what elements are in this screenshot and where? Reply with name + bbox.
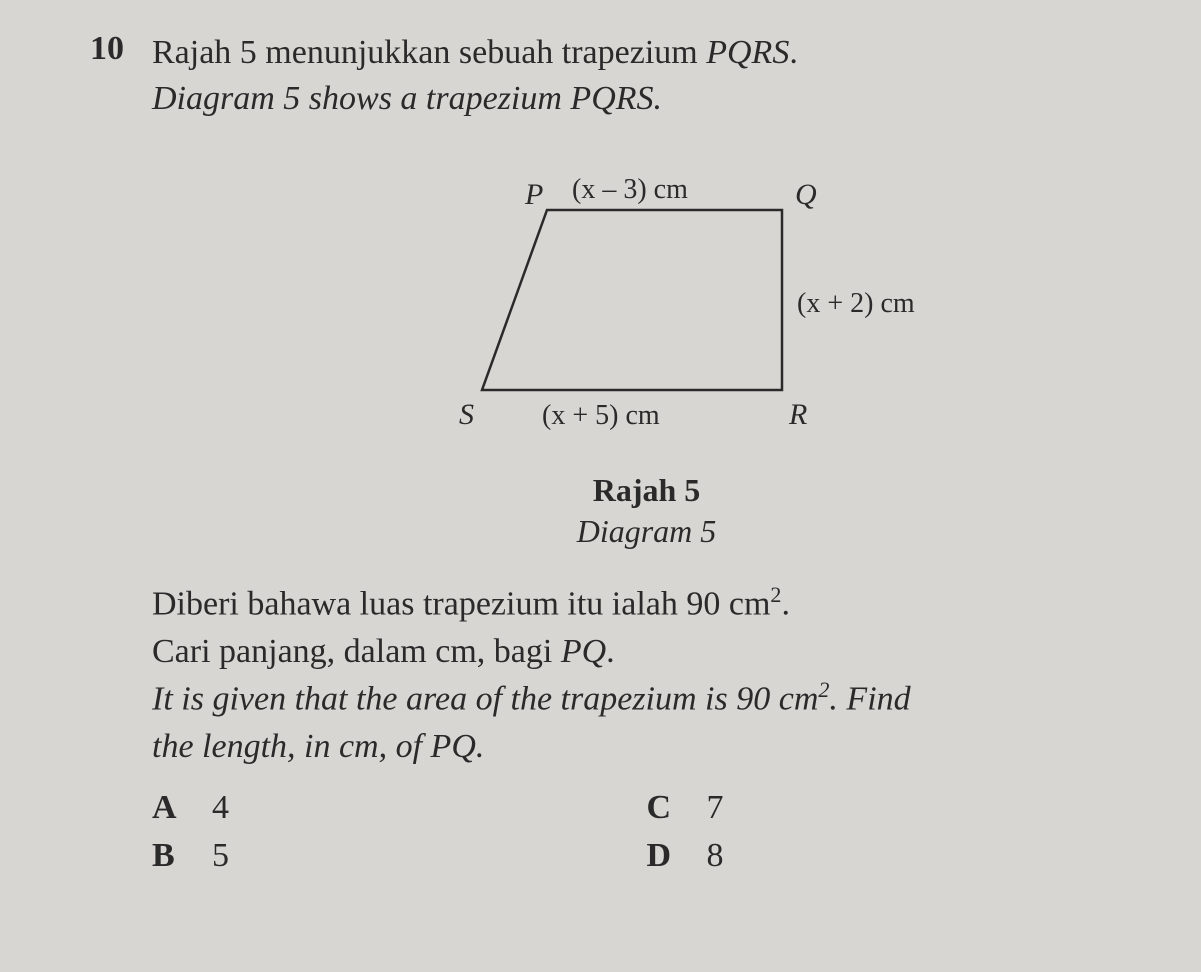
vertex-p: P [524,178,543,211]
prompt-malay-var: PQRS [706,34,789,71]
given-english-1-text: It is given that the area of the trapezi… [152,681,818,718]
answer-a: A 4 [152,789,647,827]
given-malay-1-end: . [781,585,790,622]
answer-d-letter: D [647,837,677,875]
given-malay-1: Diberi bahawa luas trapezium itu ialah 9… [152,580,1141,628]
question-block: 10 Rajah 5 menunjukkan sebuah trapezium … [90,30,1141,875]
answer-c: C 7 [647,789,1142,827]
answers-grid: A 4 C 7 B 5 D 8 [152,789,1141,875]
answer-d: D 8 [647,837,1142,875]
given-english-1-end: . Find [829,681,910,718]
diagram-caption: Rajah 5 Diagram 5 [152,472,1141,550]
given-malay-2-text: Cari panjang, dalam cm, bagi [152,633,561,670]
prompt-malay: Rajah 5 menunjukkan sebuah trapezium PQR… [152,30,1141,76]
given-english-1: It is given that the area of the trapezi… [152,675,1141,723]
answer-c-value: 7 [707,789,724,827]
given-english-1-sup: 2 [818,677,829,702]
side-pq-label: (x – 3) cm [572,174,688,205]
given-malay-1-text: Diberi bahawa luas trapezium itu ialah 9… [152,585,770,622]
answer-a-letter: A [152,789,182,827]
vertex-q: Q [795,178,817,211]
vertex-r: R [788,398,807,431]
side-qr-label: (x + 2) cm [797,288,915,319]
given-malay-1-sup: 2 [770,582,781,607]
trapezium-svg: P Q R S (x – 3) cm (x + 2) cm (x + 5) cm [387,162,907,452]
given-english-2: the length, in cm, of PQ. [152,723,1141,771]
answer-b-value: 5 [212,837,229,875]
answer-b: B 5 [152,837,647,875]
prompt-malay-text: Rajah 5 menunjukkan sebuah trapezium [152,34,706,71]
question-number: 10 [90,30,124,875]
prompt-english: Diagram 5 shows a trapezium PQRS. [152,76,1141,122]
prompt-malay-end: . [789,34,798,71]
vertex-s: S [459,398,474,431]
caption-malay: Rajah 5 [152,472,1141,509]
question-body: Rajah 5 menunjukkan sebuah trapezium PQR… [152,30,1141,875]
given-malay-2-var: PQ [561,633,606,670]
given-malay-2-end: . [606,633,615,670]
answer-c-letter: C [647,789,677,827]
side-sr-label: (x + 5) cm [542,400,660,431]
trapezium-diagram: P Q R S (x – 3) cm (x + 2) cm (x + 5) cm [152,162,1141,452]
trapezium-shape [482,210,782,390]
given-malay-2: Cari panjang, dalam cm, bagi PQ. [152,628,1141,676]
caption-english: Diagram 5 [152,513,1141,550]
answer-d-value: 8 [707,837,724,875]
answer-a-value: 4 [212,789,229,827]
answer-b-letter: B [152,837,182,875]
